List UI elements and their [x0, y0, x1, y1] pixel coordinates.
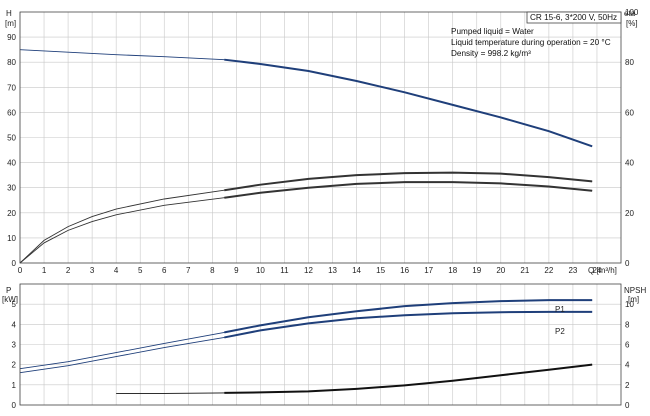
- x-tick-label: 21: [520, 266, 529, 275]
- y-left-tick-label: 2: [12, 361, 17, 370]
- x-tick-label: 20: [496, 266, 505, 275]
- y-left-tick-label: 40: [7, 159, 16, 168]
- y-right-tick-label: 0: [625, 401, 630, 410]
- x-tick-label: 14: [352, 266, 361, 275]
- x-tick-label: 24: [593, 266, 602, 275]
- power-axis-label: P: [6, 286, 11, 295]
- flow-axis-label: Q [m³/h]: [588, 266, 617, 275]
- y-right-tick-label: 2: [625, 381, 630, 390]
- title-box: [526, 11, 622, 24]
- series-label-p1: P1: [555, 305, 565, 314]
- y-left-tick-label: 20: [7, 209, 16, 218]
- series-line-operating: [224, 299, 593, 334]
- eta-axis-unit: [%]: [626, 19, 638, 28]
- y-left-tick-label: 60: [7, 108, 16, 117]
- y-left-tick-label: 3: [12, 341, 17, 350]
- x-tick-label: 17: [424, 266, 433, 275]
- y-right-tick-label: 6: [625, 341, 630, 350]
- y-right-tick-label: 8: [625, 320, 630, 329]
- npsh-axis-unit: [m]: [628, 295, 639, 304]
- x-tick-label: 0: [18, 266, 23, 275]
- y-left-tick-label: 0: [12, 259, 17, 268]
- series-label-p2: P2: [555, 327, 565, 336]
- y-left-tick-label: 0: [12, 401, 17, 410]
- head-axis-label: H: [6, 9, 12, 18]
- x-tick-label: 16: [400, 266, 409, 275]
- series-line-operating: [224, 181, 593, 199]
- y-left-tick-label: 4: [12, 320, 17, 329]
- y-right-tick-label: 20: [625, 209, 634, 218]
- y-left-tick-label: 1: [12, 381, 17, 390]
- y-right-tick-label: 0: [625, 259, 630, 268]
- power-npsh-chart: 0 1 2 3 4 5 0 2 4 6 8 10 P [kW] NPSH [m] P1 P2: [2, 283, 646, 410]
- x-tick-label: 13: [328, 266, 337, 275]
- x-tick-label: 4: [114, 266, 119, 275]
- x-tick-label: 1: [42, 266, 47, 275]
- chart-title: CR 15-6, 3*200 V, 50Hz: [530, 13, 617, 22]
- series-line-operating: [224, 363, 593, 394]
- x-tick-label: 7: [186, 266, 191, 275]
- y-left-tick-label: 50: [7, 134, 16, 143]
- y-right-tick-label: 60: [625, 108, 634, 117]
- head-chart-frame: [19, 11, 622, 264]
- info-box: CR 15-6, 3*200 V, 50Hz Pumped liquid = W…: [451, 11, 622, 58]
- x-tick-label: 3: [90, 266, 95, 275]
- y-left-tick-label: 90: [7, 33, 16, 42]
- x-tick-label: 12: [304, 266, 313, 275]
- power-axis-unit: [kW]: [2, 295, 18, 304]
- y-left-tick-label: 30: [7, 184, 16, 193]
- head-efficiency-chart: 0 1 2 3 4 5 6 7 8 9 10 11 12 13 14 15 16 17 18 19 20 21 22 23 24…: [5, 8, 639, 275]
- series-line: [19, 181, 593, 264]
- x-tick-label: 5: [138, 266, 143, 275]
- x-tick-label: 8: [210, 266, 215, 275]
- y-left-tick-label: 10: [7, 234, 16, 243]
- info-density: Density = 998.2 kg/m³: [451, 49, 531, 58]
- x-tick-label: 6: [162, 266, 167, 275]
- y-left-tick-label: 80: [7, 58, 16, 67]
- head-axis-unit: [m]: [5, 19, 16, 28]
- power-chart-frame: [19, 283, 622, 406]
- y-right-tick-label: 80: [625, 58, 634, 67]
- x-tick-label: 15: [376, 266, 385, 275]
- info-liquid-temperature: Liquid temperature during operation = 20…: [451, 38, 611, 47]
- info-pumped-liquid: Pumped liquid = Water: [451, 27, 534, 36]
- series-line-operating: [224, 171, 593, 192]
- x-tick-label: 11: [280, 266, 289, 275]
- eta-axis-label: eta: [624, 9, 636, 18]
- x-tick-label: 18: [448, 266, 457, 275]
- y-right-tick-label: 40: [625, 159, 634, 168]
- y-right-tick-label: 10: [625, 300, 634, 309]
- x-tick-label: 22: [544, 266, 553, 275]
- series-line: [19, 311, 593, 374]
- x-tick-label: 2: [66, 266, 71, 275]
- x-tick-label: 23: [568, 266, 577, 275]
- y-left-tick-label: 5: [12, 300, 17, 309]
- x-tick-label: 9: [234, 266, 239, 275]
- x-tick-label: 19: [472, 266, 481, 275]
- x-tick-label: 10: [256, 266, 265, 275]
- series-line-operating: [224, 310, 593, 339]
- series-line: [19, 49, 593, 147]
- y-left-tick-label: 70: [7, 83, 16, 92]
- series-line-operating: [224, 58, 593, 148]
- npsh-axis-label: NPSH: [624, 286, 646, 295]
- y-right-tick-label: 4: [625, 361, 630, 370]
- y-right-tick-label: 100: [625, 8, 639, 17]
